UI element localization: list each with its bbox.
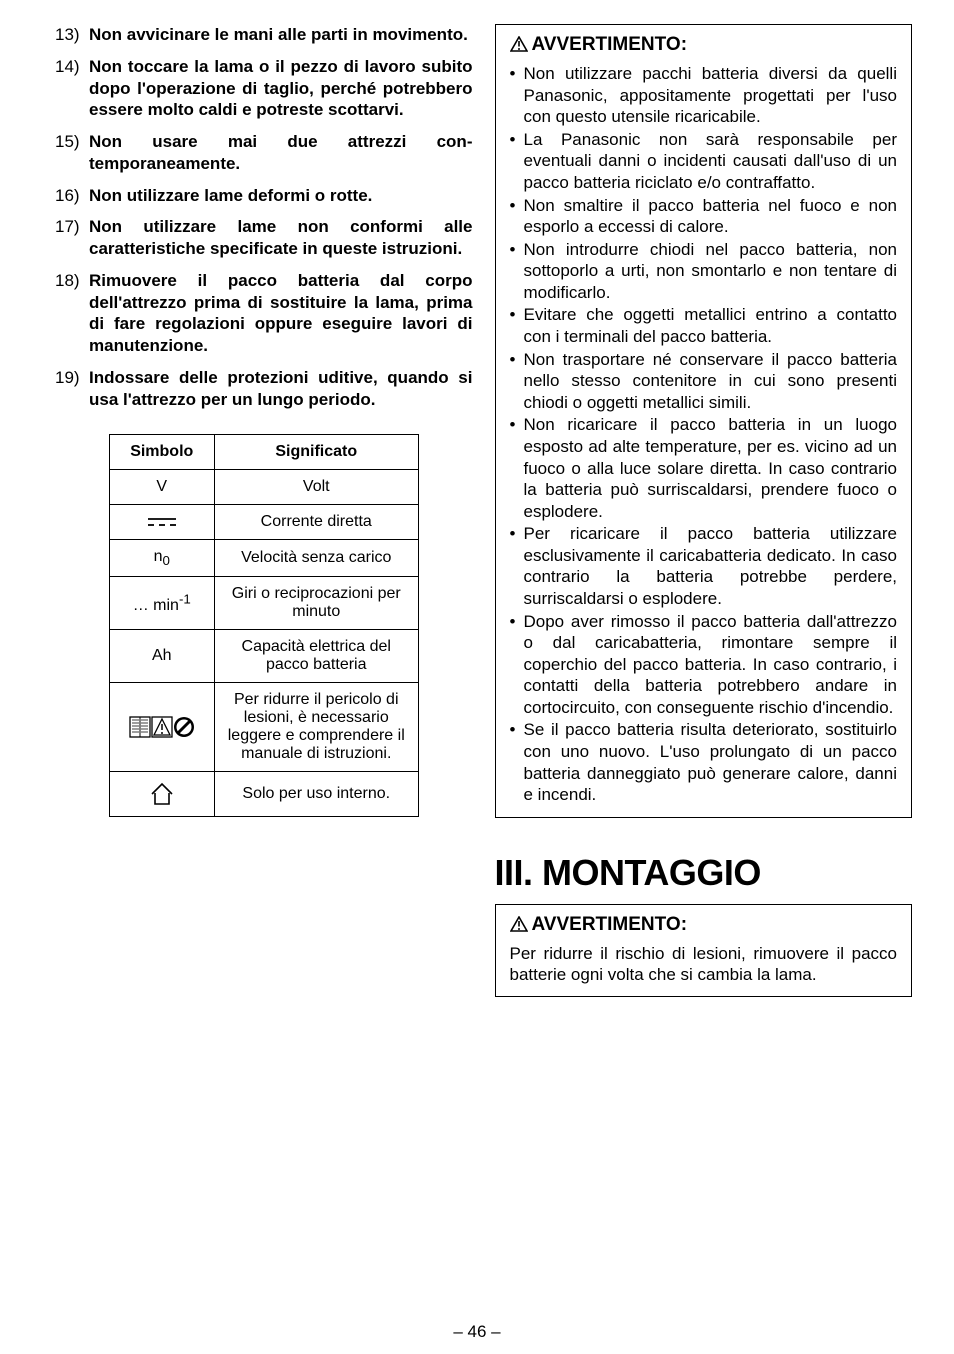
symbol-meaning-table: Simbolo Significato V Volt [109, 434, 419, 817]
table-row: V Volt [109, 470, 418, 505]
warning-item: Se il pacco batteria risulta dete­riorat… [510, 719, 898, 805]
warning-bullet-list: Non utilizzare pacchi batteria diver­si … [510, 63, 898, 806]
warning-item: Evitare che oggetti metallici entrino a … [510, 304, 898, 347]
header-symbol: Simbolo [109, 435, 214, 470]
list-item: 17) Non utilizzare lame non conformi all… [55, 216, 473, 260]
symbol-ah: Ah [109, 630, 214, 683]
item-text: Rimuovere il pacco batteria dal corpo de… [89, 270, 473, 357]
table-row: n0 Velocità senza carico [109, 540, 418, 577]
item-text: Non usare mai due attrezzi con­temporane… [89, 131, 473, 175]
meaning-cell: Capacità elettrica del pacco batteria [214, 630, 418, 683]
list-item: 13) Non avvicinare le mani alle parti in… [55, 24, 473, 46]
table-header-row: Simbolo Significato [109, 435, 418, 470]
read-manual-icon [129, 713, 195, 741]
list-item: 15) Non usare mai due attrezzi con­tempo… [55, 131, 473, 175]
page: 13) Non avvicinare le mani alle parti in… [0, 0, 954, 1354]
warning-triangle-icon [510, 915, 528, 939]
list-item: 14) Non toccare la lama o il pezzo di la… [55, 56, 473, 121]
item-number: 17) [55, 216, 89, 260]
item-text: Non utilizzare lame deformi o rotte. [89, 185, 473, 207]
item-number: 15) [55, 131, 89, 175]
symbol-min: … min-1 [109, 577, 214, 630]
safety-numbered-list: 13) Non avvicinare le mani alle parti in… [55, 24, 473, 410]
right-column: AVVERTIMENTO: Non utilizzare pacchi batt… [495, 24, 913, 997]
item-text: Non utilizzare lame non conformi alle ca… [89, 216, 473, 260]
warning-title-text: AVVERTIMENTO: [532, 34, 688, 55]
table-row: Ah Capacità elettrica del pacco batteria [109, 630, 418, 683]
item-text: Indossare delle protezioni uditi­ve, qua… [89, 367, 473, 411]
list-item: 18) Rimuovere il pacco batteria dal corp… [55, 270, 473, 357]
list-item: 16) Non utilizzare lame deformi o rotte. [55, 185, 473, 207]
item-number: 19) [55, 367, 89, 411]
symbol-dc [109, 505, 214, 540]
symbol-indoor [109, 772, 214, 817]
symbol-manual [109, 683, 214, 772]
section-heading-assembly: III. MONTAGGIO [495, 852, 913, 894]
table-row: Solo per uso interno. [109, 772, 418, 817]
warning-item: Per ricaricare il pacco batteria utilizz… [510, 523, 898, 609]
symbol-noload: n0 [109, 540, 214, 577]
left-column: 13) Non avvicinare le mani alle parti in… [55, 24, 473, 997]
warning-box-assembly: AVVERTIMENTO: Per ridurre il rischio di … [495, 904, 913, 997]
warning-item: Non trasportare né conservare il pac­co … [510, 349, 898, 414]
table-row: Corrente diretta [109, 505, 418, 540]
warning-triangle-icon [510, 35, 528, 59]
meaning-cell: Velocità senza carico [214, 540, 418, 577]
item-number: 13) [55, 24, 89, 46]
warning-box-battery: AVVERTIMENTO: Non utilizzare pacchi batt… [495, 24, 913, 818]
header-meaning: Significato [214, 435, 418, 470]
warning-title: AVVERTIMENTO: [510, 913, 898, 939]
meaning-cell: Per ridurre il pericolo di lesioni, è ne… [214, 683, 418, 772]
item-text: Non toccare la lama o il pezzo di lavoro… [89, 56, 473, 121]
warning-item: Non ricaricare il pacco batteria in un l… [510, 414, 898, 522]
volt-icon: V [156, 478, 167, 495]
n0-icon: n0 [154, 548, 170, 565]
table-row: Per ridurre il pericolo di lesioni, è ne… [109, 683, 418, 772]
warning-item: Non introdurre chiodi nel pacco batte­ri… [510, 239, 898, 304]
page-number: – 46 – [0, 1322, 954, 1342]
warning-item: La Panasonic non sarà responsabile per e… [510, 129, 898, 194]
list-item: 19) Indossare delle protezioni uditi­ve,… [55, 367, 473, 411]
ah-icon: Ah [152, 647, 172, 664]
meaning-cell: Solo per uso interno. [214, 772, 418, 817]
dc-icon [144, 515, 180, 529]
warning-item: Non utilizzare pacchi batteria diver­si … [510, 63, 898, 128]
indoor-use-icon [148, 780, 176, 808]
two-column-layout: 13) Non avvicinare le mani alle parti in… [55, 24, 912, 997]
warning-title-text: AVVERTIMENTO: [532, 914, 688, 935]
warning-item: Non smaltire il pacco batteria nel fuo­c… [510, 195, 898, 238]
table-row: … min-1 Giri o reciprocazioni per minuto [109, 577, 418, 630]
symbol-volt: V [109, 470, 214, 505]
warning-title: AVVERTIMENTO: [510, 33, 898, 59]
item-text: Non avvicinare le mani alle parti in mov… [89, 24, 473, 46]
item-number: 14) [55, 56, 89, 121]
meaning-cell: Corrente diretta [214, 505, 418, 540]
item-number: 16) [55, 185, 89, 207]
meaning-cell: Volt [214, 470, 418, 505]
warning-paragraph: Per ridurre il rischio di lesioni, rimuo… [510, 943, 898, 986]
min-icon: … min-1 [133, 597, 191, 614]
meaning-cell: Giri o reciprocazioni per minuto [214, 577, 418, 630]
warning-item: Dopo aver rimosso il pacco batteria dall… [510, 611, 898, 719]
item-number: 18) [55, 270, 89, 357]
